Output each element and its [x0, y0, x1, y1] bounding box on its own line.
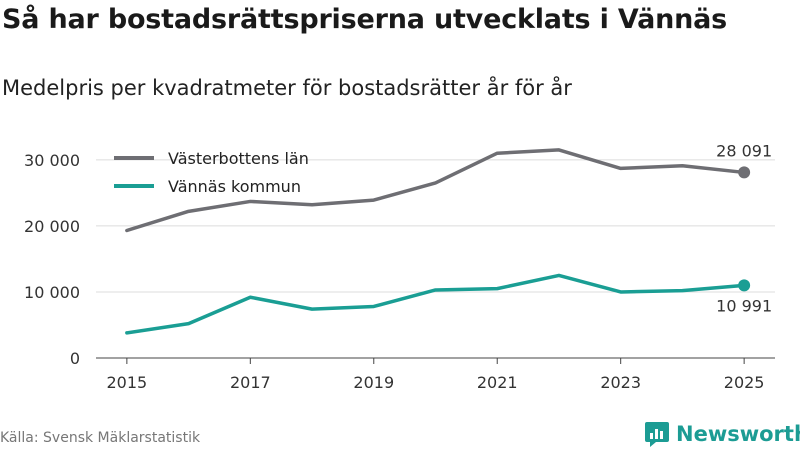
legend-label: Västerbottens län: [168, 149, 309, 168]
newsworthy-logo-icon: [645, 422, 669, 447]
data-label: 28 091: [716, 141, 772, 160]
x-tick-label: 2025: [724, 373, 765, 392]
brand-logo: Newsworthy: [644, 420, 800, 448]
data-point: [738, 166, 751, 179]
chart-subtitle: Medelpris per kvadratmeter för bostadsrä…: [2, 76, 572, 100]
y-tick-label: 20 000: [24, 217, 80, 236]
data-point: [738, 279, 751, 292]
x-tick-label: 2017: [230, 373, 271, 392]
y-tick-label: 10 000: [24, 283, 80, 302]
y-tick-label: 30 000: [24, 151, 80, 170]
legend-label: Vännäs kommun: [168, 177, 301, 196]
series-line-vannas: [125, 273, 746, 335]
x-tick-label: 2023: [600, 373, 641, 392]
x-tick-label: 2019: [353, 373, 394, 392]
brand-name: Newsworthy: [676, 422, 800, 446]
series-line-vasterbotten: [125, 148, 746, 233]
source-note: Källa: Svensk Mäklarstatistik: [0, 430, 201, 446]
chart-title: Så har bostadsrättspriserna utvecklats i…: [2, 4, 728, 35]
data-label: 10 991: [716, 296, 772, 315]
x-tick-label: 2021: [477, 373, 518, 392]
y-tick-label: 0: [70, 349, 80, 368]
x-tick-label: 2015: [107, 373, 148, 392]
